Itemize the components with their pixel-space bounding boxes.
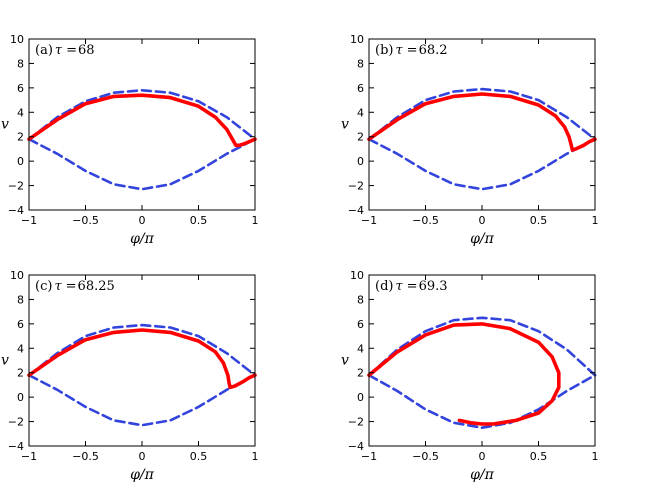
param-equals: = [407, 279, 418, 294]
x-tick-label: −0.5 [72, 214, 99, 227]
param-equals: = [66, 43, 77, 58]
x-tick-label: 0.5 [190, 450, 208, 463]
panel-b: −1 −0.5 0 0.5 1 −4 −2 0 2 4 6 8 10 φ/π v (b) τ =68.2 [341, 33, 598, 247]
y-tick-label: 0 [17, 155, 24, 168]
param-symbol: τ [54, 279, 62, 294]
x-tick-label: 0 [479, 450, 486, 463]
y-tick-label: 8 [17, 57, 24, 70]
x-tick-label: 0 [479, 214, 486, 227]
x-axis-label: φ/π [130, 467, 155, 483]
panel-letter: (c) [35, 279, 52, 294]
trajectory-line-2 [367, 322, 561, 426]
y-tick-label: −2 [348, 416, 364, 429]
separatrix-dashed-line-0 [27, 323, 257, 377]
x-tick-label: 1 [252, 450, 259, 463]
separatrix-dashed-line-0 [367, 87, 597, 141]
x-axis-label: φ/π [470, 231, 495, 247]
y-tick-label: 2 [17, 367, 24, 380]
y-tick-label: −4 [348, 204, 364, 217]
x-tick-label: −0.5 [412, 450, 439, 463]
param-equals: = [66, 279, 77, 294]
x-tick-label: 0.5 [530, 450, 548, 463]
y-axis-label: v [1, 353, 9, 369]
x-tick-label: −0.5 [412, 214, 439, 227]
axes-frame [368, 274, 596, 447]
y-tick-label: 8 [17, 293, 24, 306]
param-value: 69.3 [419, 279, 448, 294]
y-tick-label: 0 [17, 391, 24, 404]
panel-d: −1 −0.5 0 0.5 1 −4 −2 0 2 4 6 8 10 φ/π v (d) τ =69.3 [341, 269, 598, 483]
x-tick-label: 0.5 [190, 214, 208, 227]
y-tick-label: −4 [348, 440, 364, 453]
y-axis-label: v [1, 117, 9, 133]
trajectory-line-2 [27, 93, 257, 148]
x-tick-label: 0.5 [530, 214, 548, 227]
separatrix-dashed-line-0 [27, 89, 257, 141]
x-tick-label: −1 [361, 214, 377, 227]
y-tick-label: 6 [17, 82, 24, 95]
x-tick-label: 1 [592, 450, 599, 463]
x-tick-label: 1 [252, 214, 259, 227]
panel-letter: (a) [35, 43, 53, 58]
y-tick-label: 4 [17, 106, 24, 119]
y-tick-label: 8 [357, 57, 364, 70]
y-tick-label: 4 [17, 342, 24, 355]
x-tick-label: −1 [21, 450, 37, 463]
param-value: 68.25 [78, 279, 115, 294]
y-tick-label: −4 [8, 440, 24, 453]
x-tick-label: −0.5 [72, 450, 99, 463]
x-tick-label: 1 [592, 214, 599, 227]
y-tick-label: 2 [17, 131, 24, 144]
y-tick-label: 4 [357, 106, 364, 119]
separatrix-dashed-line-0 [367, 316, 597, 377]
y-tick-label: −2 [8, 416, 24, 429]
panel-label: (d) τ =69.3 [375, 279, 448, 294]
y-tick-label: 0 [357, 155, 364, 168]
panel-label: (c) τ =68.25 [35, 279, 115, 294]
y-tick-label: −2 [8, 180, 24, 193]
x-axis-label: φ/π [470, 467, 495, 483]
y-tick-label: −4 [8, 204, 24, 217]
param-symbol: τ [395, 43, 403, 58]
panel-c: −1 −0.5 0 0.5 1 −4 −2 0 2 4 6 8 10 φ/π v (c) τ =68.25 [1, 269, 258, 483]
y-axis-label: v [341, 117, 349, 133]
trajectory-line-2 [367, 92, 597, 152]
y-tick-label: 6 [357, 82, 364, 95]
separatrix-dashed-line-1 [367, 373, 597, 429]
x-tick-label: 0 [139, 450, 146, 463]
x-tick-label: −1 [21, 214, 37, 227]
y-tick-label: −2 [348, 180, 364, 193]
panel-label: (b) τ =68.2 [375, 43, 448, 58]
x-tick-label: 0 [139, 214, 146, 227]
panel-letter: (b) [375, 43, 393, 58]
param-symbol: τ [395, 279, 403, 294]
y-tick-label: 10 [10, 269, 24, 282]
y-tick-label: 6 [357, 318, 364, 331]
separatrix-dashed-line-1 [27, 373, 257, 427]
param-value: 68.2 [419, 43, 448, 58]
y-tick-label: 10 [350, 269, 364, 282]
param-equals: = [407, 43, 418, 58]
param-symbol: τ [55, 43, 63, 58]
y-tick-label: 10 [10, 33, 24, 46]
y-tick-label: 4 [357, 342, 364, 355]
trajectory-line-2 [27, 328, 257, 390]
x-tick-label: −1 [361, 450, 377, 463]
y-tick-label: 2 [357, 131, 364, 144]
y-tick-label: 6 [17, 318, 24, 331]
panel-label: (a) τ =68 [35, 43, 95, 58]
x-axis-label: φ/π [130, 231, 155, 247]
y-tick-label: 8 [357, 293, 364, 306]
y-tick-label: 10 [350, 33, 364, 46]
panel-letter: (d) [375, 279, 393, 294]
param-value: 68 [78, 43, 95, 58]
y-axis-label: v [341, 353, 349, 369]
separatrix-dashed-line-1 [27, 137, 257, 191]
y-tick-label: 2 [357, 367, 364, 380]
separatrix-dashed-line-1 [367, 137, 597, 191]
y-tick-label: 0 [357, 391, 364, 404]
